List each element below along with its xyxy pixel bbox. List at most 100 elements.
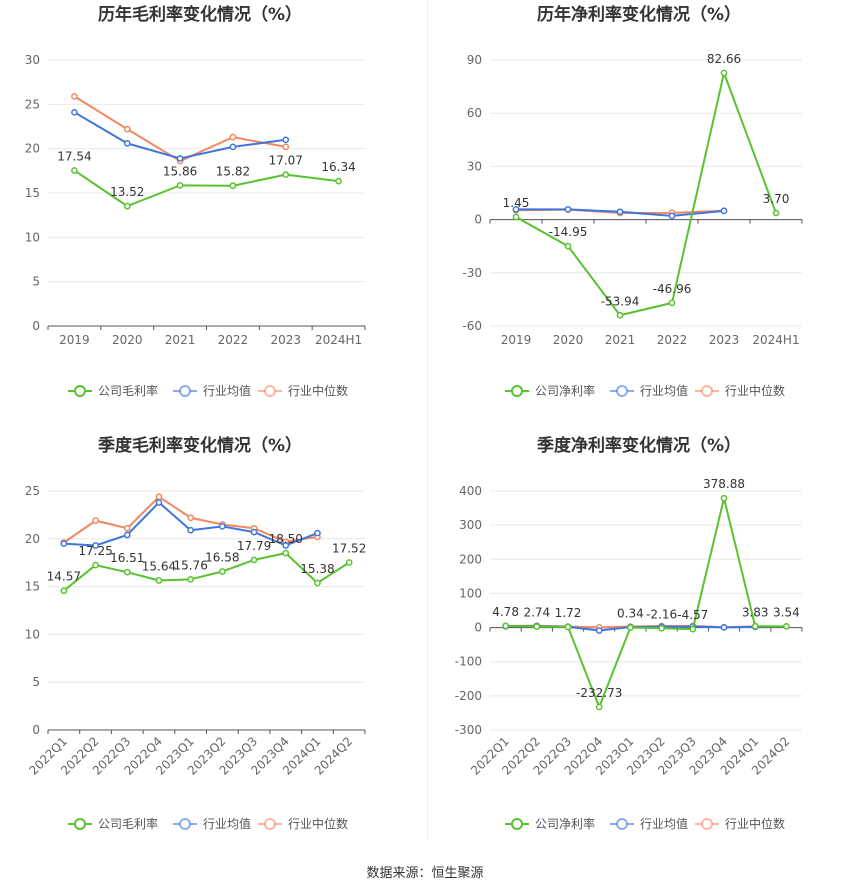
data-point-0 xyxy=(627,624,634,631)
chart-title: 历年毛利率变化情况（%） xyxy=(98,4,302,25)
x-tick-label: 2023 xyxy=(270,333,301,347)
legend-label: 行业均值 xyxy=(640,816,688,831)
data-point-2 xyxy=(71,93,78,100)
data-point-0 xyxy=(533,623,541,630)
y-tick-label: 10 xyxy=(25,627,40,641)
data-point-2 xyxy=(229,133,237,141)
data-label: -4.57 xyxy=(677,608,708,622)
legend-swatch-marker xyxy=(74,385,86,397)
data-point-0 xyxy=(155,577,163,584)
data-point-2 xyxy=(123,524,131,532)
data-label: 18.50 xyxy=(269,532,303,546)
legend-swatch-marker xyxy=(179,818,191,830)
y-tick-label: -100 xyxy=(455,655,482,669)
data-point-1 xyxy=(282,136,290,144)
y-tick-label: 25 xyxy=(25,484,40,498)
series-line-2 xyxy=(73,95,286,163)
y-tick-label: 20 xyxy=(25,532,40,546)
data-label: 17.52 xyxy=(332,542,366,556)
x-tick-label: 2019 xyxy=(59,333,90,347)
data-point-1 xyxy=(512,205,520,213)
x-tick-label: 2021 xyxy=(605,333,636,347)
data-label: -46.96 xyxy=(653,282,692,296)
data-label: 15.86 xyxy=(163,164,197,178)
data-point-2 xyxy=(155,493,163,501)
data-point-1 xyxy=(123,531,131,539)
y-tick-label: -60 xyxy=(462,319,482,333)
data-point-0 xyxy=(658,624,665,632)
data-label: 17.54 xyxy=(57,149,91,163)
data-point-1 xyxy=(155,499,163,506)
legend-swatch-marker xyxy=(264,818,276,830)
series-line-0 xyxy=(515,72,777,317)
y-tick-label: 15 xyxy=(25,580,40,594)
data-point-0 xyxy=(783,623,790,630)
x-tick-label: 2020 xyxy=(112,333,143,347)
data-point-1 xyxy=(92,542,99,549)
series-line-0 xyxy=(63,552,350,592)
data-point-0 xyxy=(314,579,321,587)
x-tick-label: 2024H1 xyxy=(752,333,799,347)
legend-swatch-marker xyxy=(701,385,713,397)
legend-swatch-marker xyxy=(74,818,86,830)
data-point-1 xyxy=(595,627,603,634)
data-point-0 xyxy=(512,213,520,221)
legend-label: 行业中位数 xyxy=(725,816,785,831)
legend-swatch-marker xyxy=(264,385,276,397)
data-point-0 xyxy=(616,311,624,319)
data-label: 378.88 xyxy=(703,477,745,491)
chart-title: 季度毛利率变化情况（%） xyxy=(98,435,302,456)
x-tick-label: 2022 xyxy=(218,333,249,347)
data-label: 15.64 xyxy=(142,559,176,573)
data-point-1 xyxy=(668,212,676,220)
legend-swatch-marker xyxy=(616,385,628,397)
data-label: 82.66 xyxy=(707,52,741,66)
data-label: 15.82 xyxy=(216,165,250,179)
data-point-0 xyxy=(502,622,509,630)
data-point-0 xyxy=(772,209,780,217)
data-point-0 xyxy=(345,559,353,566)
x-tick-label: 2022 xyxy=(657,333,688,347)
y-tick-label: 0 xyxy=(474,213,482,227)
data-label: 4.78 xyxy=(492,605,519,619)
data-point-0 xyxy=(595,703,603,711)
y-tick-label: 90 xyxy=(467,53,482,67)
data-point-0 xyxy=(564,242,572,250)
legend-label: 行业中位数 xyxy=(725,383,785,398)
data-point-0 xyxy=(282,171,290,178)
data-point-1 xyxy=(314,529,321,537)
data-label: 3.83 xyxy=(742,605,769,619)
x-tick-label: 2020 xyxy=(553,333,584,347)
legend-swatch-marker xyxy=(511,818,523,830)
legend-swatch-marker xyxy=(701,818,713,830)
y-tick-label: 10 xyxy=(25,230,40,244)
data-point-0 xyxy=(219,568,226,575)
data-label: 17.25 xyxy=(78,544,112,558)
y-tick-label: 0 xyxy=(474,621,482,635)
data-label: -14.95 xyxy=(549,225,588,239)
y-tick-label: -30 xyxy=(462,266,482,280)
legend-label: 行业中位数 xyxy=(288,816,348,831)
data-label: 1.45 xyxy=(503,196,530,210)
data-point-0 xyxy=(123,202,131,210)
data-point-1 xyxy=(60,540,68,547)
y-tick-label: 0 xyxy=(32,723,40,737)
data-point-1 xyxy=(616,208,624,216)
data-point-2 xyxy=(187,514,194,522)
data-point-1 xyxy=(564,205,572,213)
charts-canvas: 历年毛利率变化情况（%） 0 5 10 15 20 25 30 2019 2020 2021 2022… xyxy=(25,4,803,831)
y-tick-label: 5 xyxy=(32,675,40,689)
legend-label: 公司毛利率 xyxy=(98,816,158,831)
data-point-0 xyxy=(689,625,697,633)
data-point-0 xyxy=(335,177,342,185)
data-point-2 xyxy=(92,517,99,524)
data-label: 3.54 xyxy=(773,605,800,619)
data-point-1 xyxy=(176,155,184,162)
data-point-1 xyxy=(219,523,226,530)
data-label: 2.74 xyxy=(523,606,550,620)
x-tick-label: 2019 xyxy=(501,333,532,347)
x-tick-label: 2023 xyxy=(709,333,740,347)
data-label: 17.79 xyxy=(237,539,271,553)
panel-divider xyxy=(427,0,428,840)
legend-label: 行业均值 xyxy=(203,816,251,831)
